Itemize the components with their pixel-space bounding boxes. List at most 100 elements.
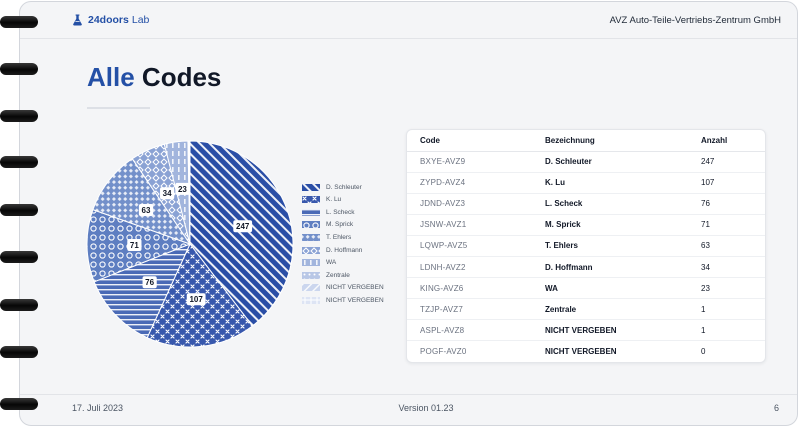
legend-label: D. Hoffmann bbox=[326, 246, 363, 254]
pie-data-label-bg bbox=[160, 187, 175, 200]
name-cell: K. Lu bbox=[532, 171, 688, 194]
code-cell: POGF-AVZ0 bbox=[407, 340, 532, 362]
code-cell: BXYE-AVZ9 bbox=[420, 157, 466, 167]
brand-logo: 24doors Lab bbox=[73, 13, 149, 27]
page-title-accent: Alle bbox=[87, 62, 135, 92]
code-cell: JSNW-AVZ1 bbox=[407, 213, 532, 236]
pie-data-label-text: 23 bbox=[178, 185, 187, 194]
code-cell: JDND-AVZ3 bbox=[407, 192, 532, 215]
table-row: ZYPD-AVZ4 K. Lu 107 bbox=[407, 171, 765, 194]
legend-item: M. Sprick bbox=[302, 219, 384, 232]
brand-name: 24doors bbox=[88, 14, 129, 26]
pie-data-label: 34 bbox=[160, 187, 175, 200]
pie-data-label: 107 bbox=[186, 293, 206, 306]
table-header-row: Code Bezeichnung Anzahl bbox=[407, 130, 765, 152]
code-cell: ASPL-AVZ8 bbox=[407, 319, 532, 341]
column-header-bezeichnung: Bezeichnung bbox=[532, 130, 688, 152]
legend-item: NICHT VERGEBEN bbox=[302, 294, 384, 307]
pie-data-label: 63 bbox=[138, 203, 154, 216]
binder-ring bbox=[0, 346, 38, 358]
count-cell: 23 bbox=[688, 277, 765, 299]
page-title-rest: Codes bbox=[141, 62, 222, 92]
legend-swatch bbox=[302, 221, 320, 229]
code-cell: LQWP-AVZ5 bbox=[407, 234, 532, 257]
legend-label: K. Lu bbox=[326, 196, 342, 204]
count-cell: 1 bbox=[688, 298, 765, 320]
header-divider bbox=[20, 38, 797, 39]
legend-swatch bbox=[302, 271, 320, 279]
legend-swatch bbox=[302, 259, 320, 267]
table-row: ASPL-AVZ8 NICHT VERGEBEN 1 bbox=[407, 319, 765, 341]
legend-label: D. Schleuter bbox=[326, 183, 362, 191]
binder-ring bbox=[0, 16, 38, 28]
brand-suffix: Lab bbox=[131, 14, 150, 26]
count-cell: 34 bbox=[688, 255, 765, 278]
footer-date: 17. Juli 2023 bbox=[72, 403, 124, 413]
chart-legend: D. Schleuter K. Lu L. Scheck M. Sprick T… bbox=[302, 181, 384, 306]
binder-ring bbox=[0, 110, 38, 122]
table-row: JSNW-AVZ1 M. Sprick 71 bbox=[407, 213, 765, 236]
legend-item: T. Ehlers bbox=[302, 231, 384, 244]
legend-swatch bbox=[302, 233, 320, 241]
legend-label: NICHT VERGEBEN bbox=[326, 284, 384, 292]
pie-slices bbox=[86, 140, 294, 348]
legend-item: WA bbox=[302, 256, 384, 269]
binder-ring bbox=[0, 63, 38, 75]
name-cell: NICHT VERGEBEN bbox=[532, 319, 688, 341]
pie-slice-1 bbox=[189, 140, 294, 327]
page-number: 6 bbox=[773, 403, 779, 413]
binder-ring bbox=[0, 299, 38, 311]
table-row: LDNH-AVZ2 D. Hoffmann 34 bbox=[407, 255, 765, 278]
count-cell: 76 bbox=[688, 192, 765, 215]
code-cell: ZYPD-AVZ4 bbox=[407, 171, 532, 194]
footer-version: Version 01.23 bbox=[398, 403, 454, 413]
legend-swatch bbox=[302, 246, 320, 254]
company-name: AVZ Auto-Teile-Vertriebs-Zentrum GmbH bbox=[609, 15, 781, 26]
pie-slice-3 bbox=[93, 243, 191, 339]
legend-item: D. Hoffmann bbox=[302, 244, 384, 257]
flask-icon bbox=[73, 14, 82, 26]
name-cell: L. Scheck bbox=[532, 192, 688, 215]
table-row: KING-AVZ6 WA 23 bbox=[407, 277, 765, 299]
count-cell: 63 bbox=[688, 234, 765, 257]
codes-table: Code Bezeichnung Anzahl BXYE-AVZ9 D. Sch… bbox=[407, 130, 765, 362]
table-row: POGF-AVZ0 NICHT VERGEBEN 0 bbox=[407, 340, 765, 362]
table-row: JDND-AVZ3 L. Scheck 76 bbox=[407, 192, 765, 215]
pie-data-label: 76 bbox=[142, 276, 157, 289]
count-cell: 247 bbox=[701, 157, 715, 167]
legend-label: Zentrale bbox=[326, 271, 350, 279]
name-cell: WA bbox=[532, 277, 688, 299]
pie-data-label-text: 34 bbox=[163, 189, 172, 198]
column-header-code: Code bbox=[407, 130, 532, 152]
pie-data-label-bg bbox=[186, 293, 206, 306]
legend-swatch bbox=[302, 183, 320, 191]
pie-data-label: 23 bbox=[175, 182, 190, 195]
footer-divider bbox=[20, 394, 797, 395]
title-underline bbox=[87, 107, 150, 109]
legend-item: Zentrale bbox=[302, 269, 384, 282]
table-row: TZJP-AVZ7 Zentrale 1 bbox=[407, 298, 765, 320]
legend-swatch bbox=[302, 208, 320, 216]
count-cell: 71 bbox=[688, 213, 765, 236]
code-cell: TZJP-AVZ7 bbox=[407, 298, 532, 320]
pie-data-label-text: 63 bbox=[142, 206, 151, 215]
name-cell: D. Hoffmann bbox=[532, 255, 688, 278]
binder-ring bbox=[0, 204, 38, 216]
count-cell: 0 bbox=[688, 340, 765, 362]
legend-label: T. Ehlers bbox=[326, 233, 352, 241]
name-cell: M. Sprick bbox=[532, 213, 688, 236]
binder-ring bbox=[0, 398, 38, 410]
name-cell: T. Ehlers bbox=[532, 234, 688, 257]
pie-data-label-bg bbox=[127, 238, 142, 251]
name-cell: NICHT VERGEBEN bbox=[532, 340, 688, 362]
page-title: Alle Codes bbox=[87, 64, 221, 90]
pie-chart: 247 107 76 71 63 34 23 bbox=[86, 140, 294, 348]
legend-label: L. Scheck bbox=[326, 208, 355, 216]
count-cell: 1 bbox=[688, 319, 765, 341]
legend-swatch bbox=[302, 296, 320, 304]
table-row: BXYE-AVZ9 D. Schleuter 247 bbox=[407, 151, 765, 172]
legend-item: K. Lu bbox=[302, 194, 384, 207]
code-cell: KING-AVZ6 bbox=[407, 277, 532, 299]
legend-item: L. Scheck bbox=[302, 206, 384, 219]
